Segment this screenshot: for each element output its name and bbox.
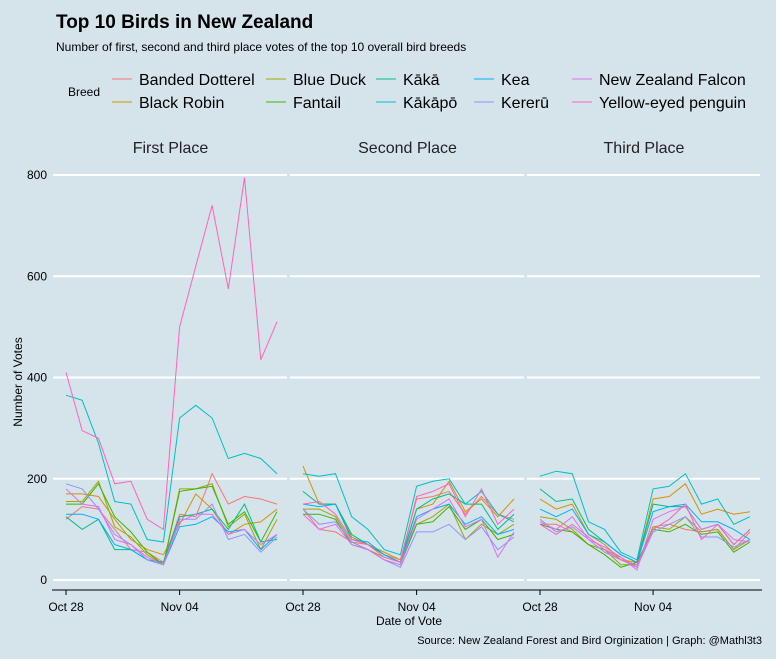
facets: First Place Oct 28 Nov 04 Second Place Oct 2… xyxy=(27,140,762,614)
series-line xyxy=(65,488,278,566)
chart-caption: Source: New Zealand Forest and Bird Orgi… xyxy=(417,635,762,647)
series-line xyxy=(539,470,751,561)
series-line xyxy=(539,516,751,568)
chart-title: Top 10 Birds in New Zealand xyxy=(56,12,313,33)
legend-label: Kākāpō xyxy=(403,95,457,112)
y-tick-label: 600 xyxy=(27,269,47,283)
y-axis-title: Number of Votes xyxy=(11,337,25,426)
facet-panel: Second Place Oct 28 Nov 04 xyxy=(285,140,526,614)
series-line xyxy=(65,394,278,543)
series-line xyxy=(302,508,515,568)
legend-label: Kererū xyxy=(501,95,549,112)
y-tick-label: 200 xyxy=(27,472,47,486)
y-tick-label: 800 xyxy=(27,168,47,182)
series-line xyxy=(539,503,751,566)
legend-label: Kea xyxy=(501,72,530,89)
legend: Banded Dotterel Black Robin Blue Duck Fanta… xyxy=(112,72,746,112)
x-tick-label: Oct 28 xyxy=(522,600,558,614)
series-line xyxy=(539,483,751,563)
series-line xyxy=(66,480,278,566)
x-axis-title: Date of Vote xyxy=(376,614,442,628)
y-tick-label: 0 xyxy=(40,573,47,587)
legend-label: Yellow-eyed penguin xyxy=(599,95,746,112)
facet-panel: First Place Oct 28 Nov 04 xyxy=(48,140,289,614)
legend-label: New Zealand Falcon xyxy=(599,72,746,89)
legend-label: Fantail xyxy=(293,95,341,112)
x-tick-label: Oct 28 xyxy=(48,600,84,614)
facet-panel: Third Place Oct 28 Nov 04 xyxy=(522,140,762,614)
x-tick-label: Nov 04 xyxy=(398,600,436,614)
series-line xyxy=(539,503,751,563)
legend-label: Kākā xyxy=(403,72,440,89)
series-line xyxy=(65,177,278,531)
series-line xyxy=(302,491,515,563)
series-line xyxy=(302,483,515,563)
x-tick-label: Nov 04 xyxy=(161,600,199,614)
series-line xyxy=(302,503,515,563)
series-line xyxy=(65,472,278,564)
x-tick-label: Nov 04 xyxy=(634,600,672,614)
y-tick-label: 400 xyxy=(27,371,47,385)
legend-label: Blue Duck xyxy=(293,72,367,89)
facet-title: Second Place xyxy=(358,140,457,157)
series-line xyxy=(539,506,751,571)
x-tick-label: Oct 28 xyxy=(285,600,321,614)
legend-title: Breed xyxy=(68,85,100,99)
facet-title: First Place xyxy=(133,140,209,157)
legend-label: Black Robin xyxy=(139,95,224,112)
chart-subtitle: Number of first, second and third place … xyxy=(56,40,466,54)
legend-label: Banded Dotterel xyxy=(139,72,255,89)
facet-title: Third Place xyxy=(604,140,685,157)
series-line xyxy=(66,482,278,566)
series-line xyxy=(302,498,515,566)
